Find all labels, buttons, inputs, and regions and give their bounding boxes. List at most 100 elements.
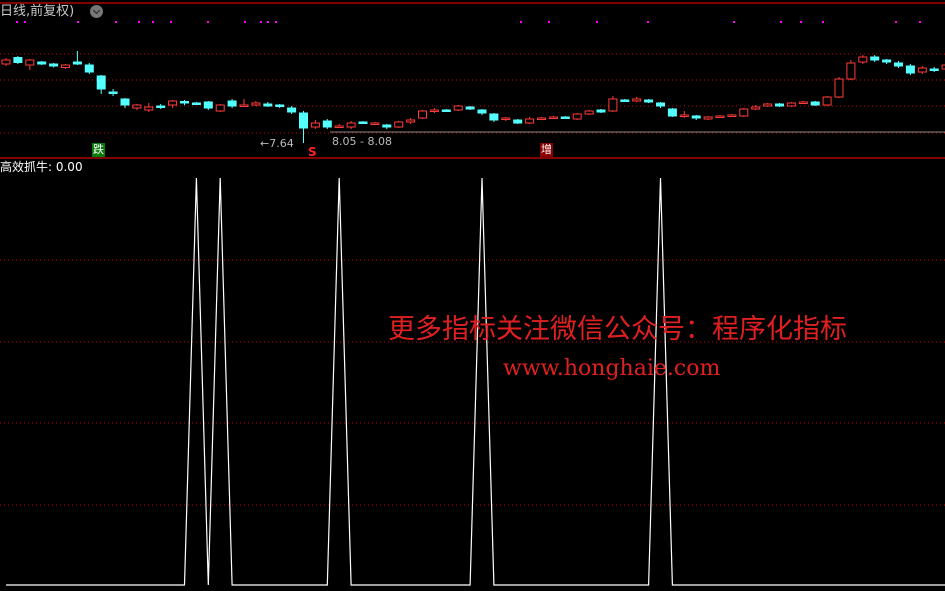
candle-body — [691, 115, 701, 119]
signal-dot — [822, 21, 824, 23]
candle-body — [322, 120, 332, 128]
candle-body — [786, 102, 796, 107]
signal-dot — [16, 21, 18, 23]
candle-body — [667, 108, 677, 117]
candle-body — [905, 65, 915, 74]
signal-dot — [895, 21, 897, 23]
candle-body — [394, 121, 404, 128]
candle-body — [929, 68, 939, 71]
candle-body — [429, 109, 439, 112]
candle-body — [798, 101, 808, 104]
signal-dot — [733, 21, 735, 23]
candle-body — [632, 98, 642, 102]
signal-dot — [24, 21, 26, 23]
chevron-down-icon[interactable] — [90, 5, 103, 18]
increase-marker: 增 — [540, 143, 553, 157]
candle-body — [382, 124, 392, 128]
candle-body — [61, 64, 70, 68]
candle-body — [370, 122, 380, 125]
watermark-text: 更多指标关注微信公众号：程序化指标 — [388, 314, 847, 345]
signal-dot — [207, 21, 209, 23]
candle-body — [346, 122, 356, 128]
candle-body — [191, 102, 201, 105]
candle-body — [584, 110, 594, 115]
fall-marker: 跌 — [92, 143, 105, 157]
chart-title: 日线,前复权) — [0, 4, 75, 19]
candle-body — [822, 96, 832, 106]
candle-body — [513, 119, 523, 124]
candle-body — [108, 91, 118, 94]
candle-body — [727, 114, 737, 117]
candle-body — [525, 118, 535, 124]
candle-body — [548, 116, 558, 119]
candle-body — [227, 100, 237, 107]
candle-body — [620, 99, 630, 102]
signal-dot — [115, 21, 117, 23]
candle-body — [358, 121, 368, 124]
candle-body — [49, 63, 59, 67]
candle-body — [215, 104, 225, 112]
candle-body — [465, 106, 475, 110]
sell-marker: S — [308, 145, 317, 159]
signal-dot — [647, 21, 649, 23]
candle-body — [418, 110, 427, 119]
candle-body — [180, 101, 189, 104]
candle-body — [763, 103, 773, 107]
candle-body — [870, 56, 880, 61]
candle-body — [501, 117, 511, 120]
signal-dot — [138, 21, 140, 23]
candle-body — [810, 101, 820, 106]
signal-dot — [275, 21, 277, 23]
candle-body — [477, 109, 487, 114]
candle-body — [168, 100, 178, 106]
candle-body — [679, 114, 689, 117]
candle-body — [84, 64, 94, 73]
price-range-label: 8.05 - 8.08 — [332, 135, 392, 148]
candle-body — [715, 115, 725, 118]
candle-body — [37, 61, 47, 65]
candle-body — [596, 109, 606, 113]
indicator-line — [6, 177, 945, 586]
candle-body — [941, 64, 945, 70]
signal-dot — [800, 21, 802, 23]
candle-body — [560, 116, 570, 119]
candle-body — [441, 109, 451, 112]
signal-dot — [244, 21, 246, 23]
signal-dot — [267, 21, 269, 23]
candle-body — [25, 59, 35, 66]
signal-dot — [520, 21, 522, 23]
signal-dot — [780, 21, 782, 23]
candle-body — [846, 62, 856, 80]
candle-body — [263, 103, 273, 107]
low-price-label: ←7.64 — [260, 137, 294, 150]
candle-body — [72, 61, 82, 65]
candle-body — [299, 112, 308, 129]
candle-body — [834, 78, 844, 98]
candle-body — [572, 113, 582, 120]
candle-body — [96, 75, 106, 90]
signal-dot — [152, 21, 154, 23]
candle-body — [203, 101, 213, 109]
candle-body — [537, 117, 546, 120]
candle-body — [739, 108, 749, 117]
signal-dot — [170, 21, 172, 23]
signal-dot — [548, 21, 550, 23]
candle-body — [287, 107, 297, 113]
candle-body — [239, 104, 249, 107]
candle-body — [156, 105, 166, 108]
candle-body — [132, 104, 142, 109]
candle-body — [858, 56, 868, 63]
candle-body — [656, 102, 665, 107]
candle-body — [703, 116, 713, 120]
candle-body — [120, 98, 130, 106]
candle-body — [917, 67, 927, 73]
signal-dot — [596, 21, 598, 23]
candle-body — [251, 102, 261, 106]
signal-dot — [260, 21, 262, 23]
candle-body — [489, 113, 499, 121]
indicator-label: 高效抓牛: 0.00 — [0, 160, 83, 174]
candle-body — [406, 119, 416, 123]
candle-body — [453, 105, 463, 111]
signal-dot — [77, 21, 79, 23]
candle-body — [334, 125, 344, 128]
